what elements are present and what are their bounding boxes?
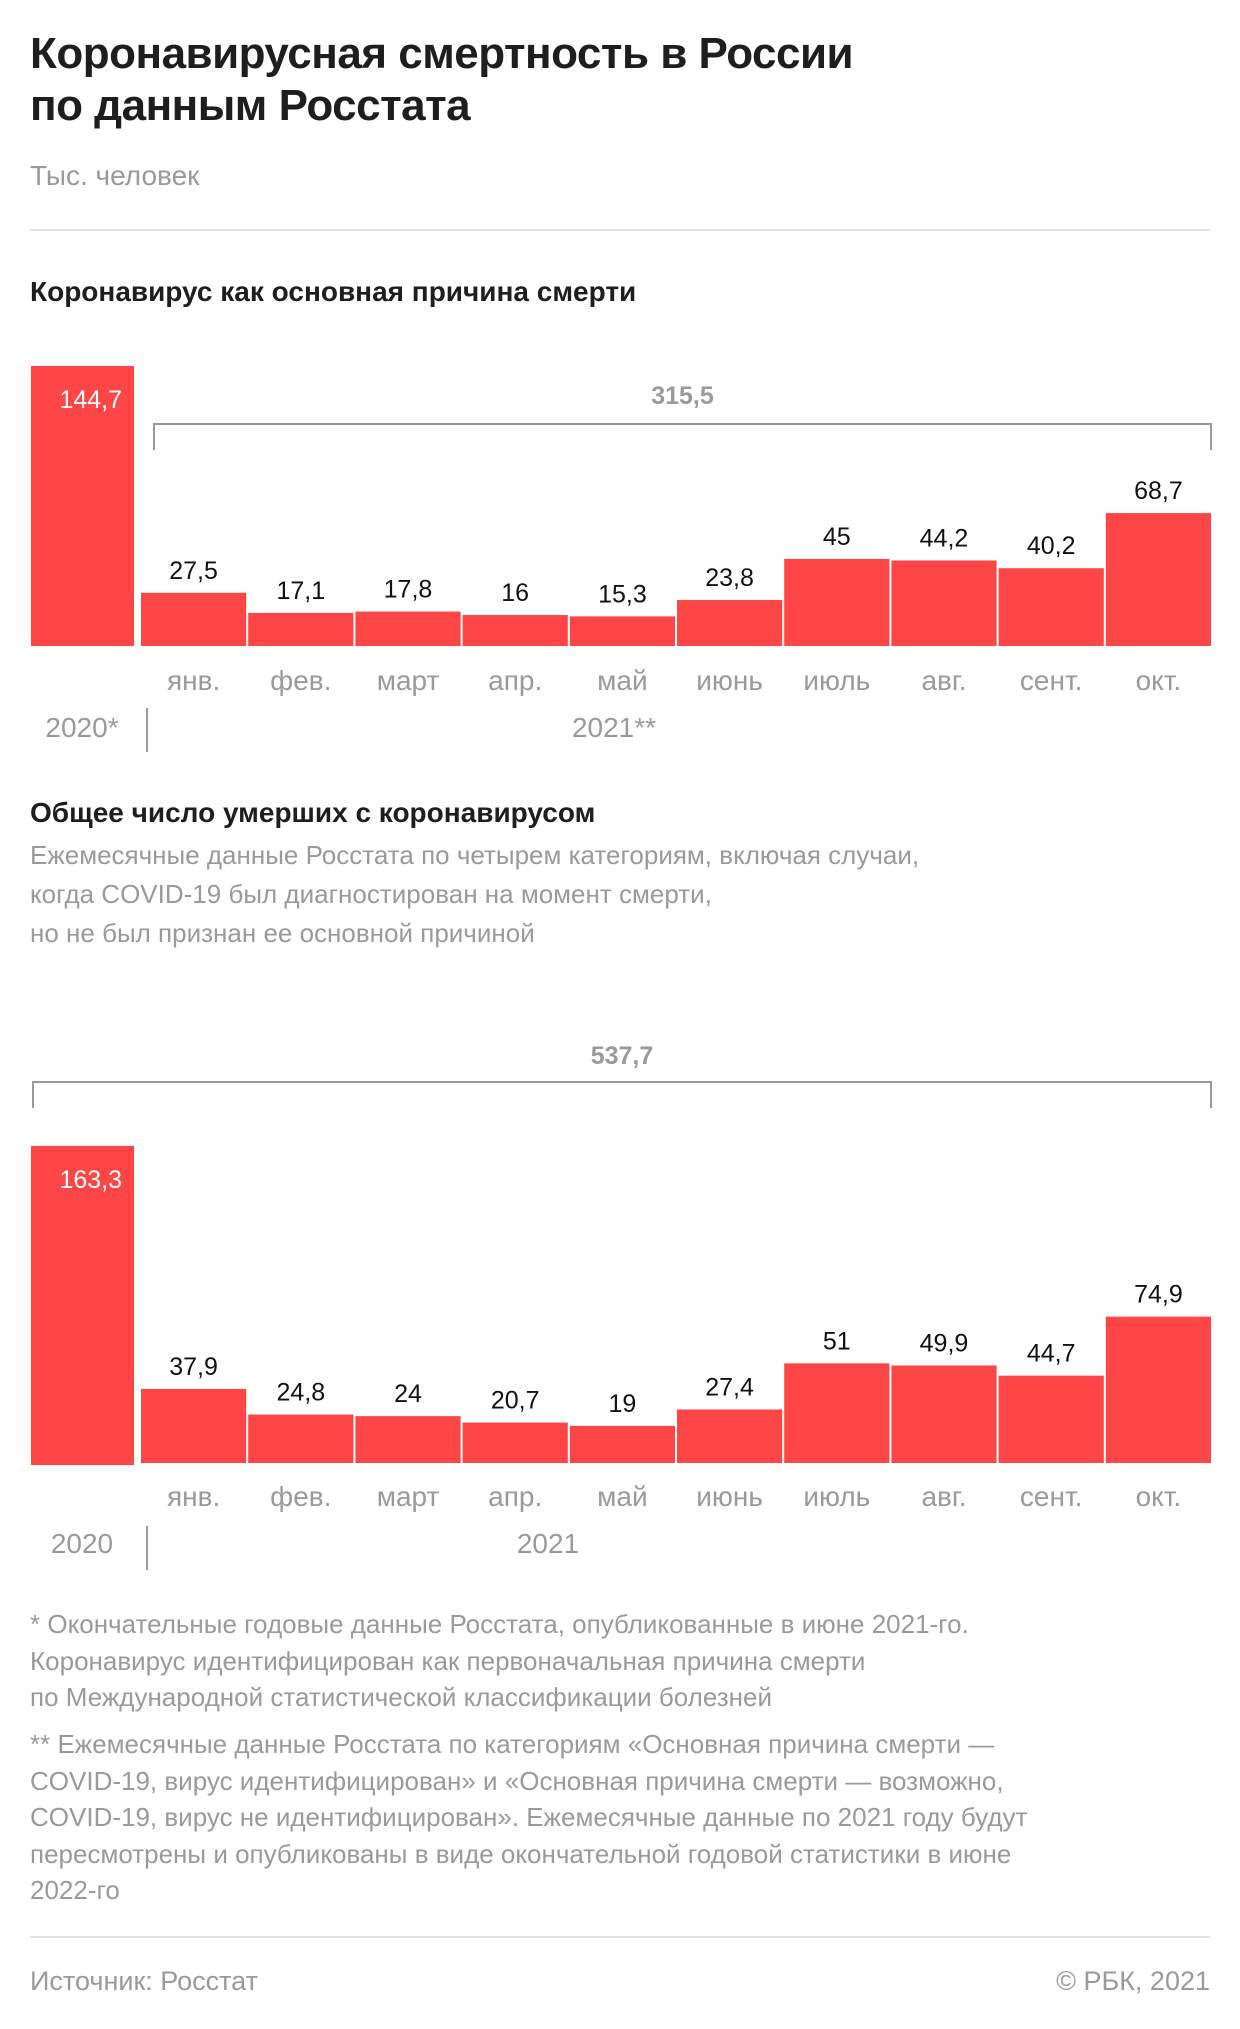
bar-3 <box>355 1416 461 1463</box>
year-label-2020: 2020* <box>45 712 118 743</box>
value-label: 23,8 <box>705 564 754 592</box>
source-label: Источник: Росстат <box>30 1966 258 1996</box>
bar-2 <box>248 612 354 646</box>
bar-1 <box>141 1388 247 1463</box>
value-label: 17,1 <box>276 577 325 605</box>
month-label: янв. <box>167 1481 220 1512</box>
bar-2020 <box>31 366 134 646</box>
bar-9 <box>998 1375 1104 1463</box>
bar-10 <box>1105 513 1211 646</box>
bar-8 <box>891 1365 997 1463</box>
month-label: янв. <box>167 665 220 696</box>
copyright-label: © РБК, 2021 <box>1056 1966 1210 1996</box>
top-divider <box>30 229 1210 231</box>
chart2-subtitle-line: но не был признан ее основной причиной <box>30 918 535 948</box>
title-line-2: по данным Росстата <box>30 81 471 130</box>
bar-10 <box>1105 1316 1211 1463</box>
value-label: 51 <box>823 1327 851 1355</box>
footnote-line: 2022-го <box>30 1875 120 1905</box>
value-label: 27,4 <box>705 1373 754 1401</box>
value-label: 163,3 <box>59 1166 122 1194</box>
value-label: 16 <box>501 579 529 607</box>
value-label: 49,9 <box>920 1329 969 1357</box>
value-label: 20,7 <box>491 1387 540 1415</box>
value-label: 24 <box>394 1380 422 1408</box>
bar-3 <box>355 611 461 646</box>
footnote-line: COVID-19, вирус не идентифицирован». Еже… <box>30 1802 1028 1832</box>
chart1-title: Коронавирус как основная причина смерти <box>30 276 637 307</box>
value-label: 68,7 <box>1134 477 1183 505</box>
month-label: апр. <box>488 665 542 696</box>
value-label: 144,7 <box>59 386 122 414</box>
month-label: июнь <box>696 1481 763 1512</box>
year-label-2021: 2021 <box>517 1528 579 1559</box>
value-label: 15,3 <box>598 580 647 608</box>
footnote-line: Коронавирус идентифицирован как первонач… <box>30 1645 866 1676</box>
month-label: окт. <box>1136 665 1182 696</box>
bar-6 <box>677 599 783 646</box>
footnote-line: по Международной статистической классифи… <box>30 1682 773 1712</box>
chart2: 163,3 37,9 янв. 24,8 фев. 24 март 20,7 апр. 19 май… <box>31 1042 1212 1570</box>
month-label: авг. <box>921 665 966 696</box>
bar-8 <box>891 560 997 646</box>
bar-7 <box>784 558 890 646</box>
month-label: окт. <box>1136 1481 1182 1512</box>
month-label: фев. <box>270 1481 331 1512</box>
bar-4 <box>462 1422 568 1463</box>
page-title: Коронавирусная смертность в России по да… <box>30 28 1180 132</box>
month-label: сент. <box>1020 665 1083 696</box>
bar-1 <box>141 592 247 646</box>
bar-2 <box>248 1414 354 1463</box>
chart2-subtitle-line: Ежемесячные данные Росстата по четырем к… <box>30 840 920 870</box>
chart2-title: Общее число умерших с коронавирусом <box>30 797 596 828</box>
month-label: март <box>377 1481 440 1512</box>
bar-5 <box>569 1425 675 1463</box>
footnote-line: ** Ежемесячные данные Росстата по катего… <box>30 1729 995 1759</box>
chart2-subtitle-line: когда COVID-19 был диагностирован на мом… <box>30 879 712 909</box>
value-label: 44,7 <box>1027 1340 1076 1368</box>
bottom-divider <box>30 1936 1210 1938</box>
unit-label: Тыс. человек <box>30 160 200 191</box>
total-label: 315,5 <box>651 382 714 410</box>
value-label: 45 <box>823 523 851 551</box>
value-label: 44,2 <box>920 524 969 552</box>
bar-2020 <box>31 1145 134 1465</box>
footnote-1: * Окончательные годовые данные Росстата,… <box>30 1606 1210 1716</box>
value-label: 17,8 <box>384 576 433 604</box>
total-bracket <box>153 423 1212 450</box>
bar-5 <box>569 616 675 646</box>
value-label: 40,2 <box>1027 532 1076 560</box>
value-label: 27,5 <box>169 557 218 585</box>
month-label: май <box>597 1481 647 1512</box>
month-label: апр. <box>488 1481 542 1512</box>
month-label: март <box>377 665 440 696</box>
month-label: июль <box>803 1481 870 1512</box>
month-label: июль <box>803 665 870 696</box>
bar-9 <box>998 568 1104 646</box>
total-label: 537,7 <box>591 1042 654 1070</box>
value-label: 24,8 <box>276 1379 325 1407</box>
value-label: 37,9 <box>169 1353 218 1381</box>
footnote-line: * Окончательные годовые данные Росстата,… <box>30 1609 969 1639</box>
month-label: июнь <box>696 665 763 696</box>
bar-6 <box>677 1409 783 1463</box>
bar-4 <box>462 615 568 646</box>
month-label: авг. <box>921 1481 966 1512</box>
bar-7 <box>784 1363 890 1463</box>
footnote-line: COVID-19, вирус идентифицирован» и «Осно… <box>30 1765 1004 1796</box>
footnote-2: ** Ежемесячные данные Росстата по катего… <box>30 1726 1210 1909</box>
value-label: 19 <box>608 1390 636 1418</box>
footnote-line: пересмотрены и опубликованы в виде оконч… <box>30 1838 1012 1869</box>
total-bracket <box>32 1081 1212 1108</box>
chart1: 144,7 27,5 янв. 17,1 фев. 17,8 март 16 апр. 15,3 м… <box>31 366 1212 752</box>
value-label: 74,9 <box>1134 1281 1183 1309</box>
month-label: сент. <box>1020 1481 1083 1512</box>
month-label: фев. <box>270 665 331 696</box>
month-label: май <box>597 665 647 696</box>
chart2-subtitle: Ежемесячные данные Росстата по четырем к… <box>30 836 1180 953</box>
year-label-2020: 2020 <box>51 1528 113 1559</box>
year-label-2021: 2021** <box>572 712 656 743</box>
title-line-1: Коронавирусная смертность в России <box>30 29 854 78</box>
